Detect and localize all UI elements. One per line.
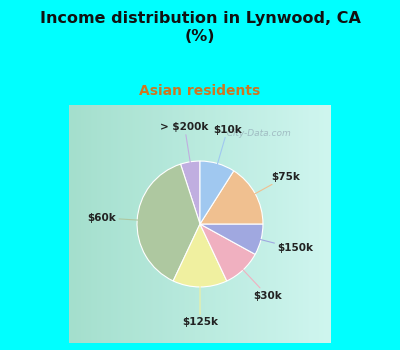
Text: $60k: $60k — [88, 213, 140, 223]
Text: Income distribution in Lynwood, CA
(%): Income distribution in Lynwood, CA (%) — [40, 10, 360, 44]
Wedge shape — [200, 171, 263, 224]
Wedge shape — [200, 224, 255, 281]
Text: $75k: $75k — [253, 172, 300, 195]
Wedge shape — [200, 161, 234, 224]
Text: Asian residents: Asian residents — [139, 84, 261, 98]
Wedge shape — [137, 164, 200, 281]
Wedge shape — [180, 161, 200, 224]
Text: $125k: $125k — [182, 285, 218, 327]
Wedge shape — [200, 224, 263, 254]
Text: $30k: $30k — [242, 268, 282, 301]
Wedge shape — [173, 224, 227, 287]
Text: $150k: $150k — [259, 239, 313, 253]
Text: $10k: $10k — [213, 125, 242, 166]
Text: > $200k: > $200k — [160, 122, 209, 164]
Text: City-Data.com: City-Data.com — [221, 129, 291, 138]
